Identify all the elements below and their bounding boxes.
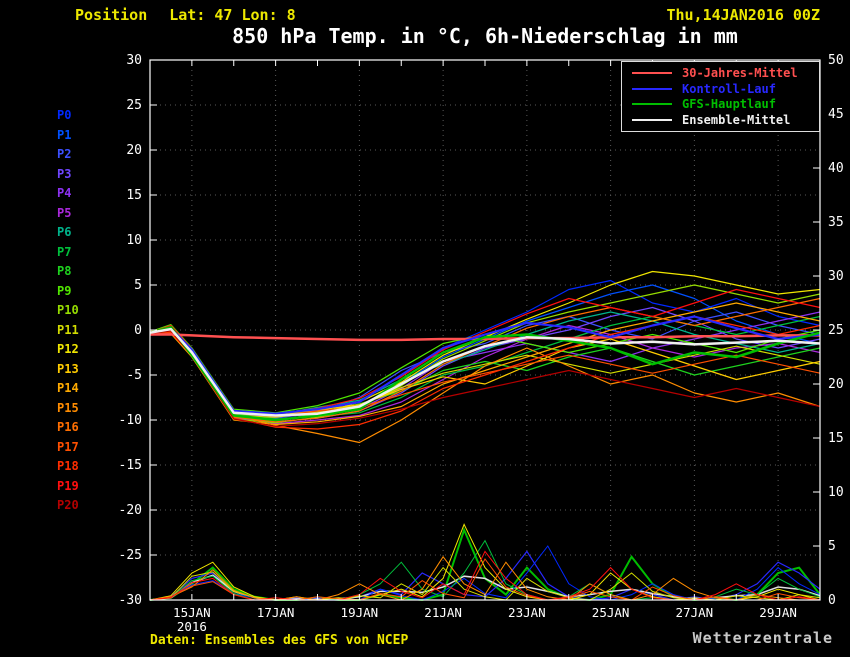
axis-tick-label: 0 (828, 593, 836, 608)
member-label-P0: P0 (57, 108, 72, 122)
legend-label: Ensemble-Mittel (682, 112, 791, 127)
legend-label: 30-Jahres-Mittel (682, 66, 798, 81)
temp-line-P20 (149, 330, 821, 427)
axis-tick-label: 45 (828, 107, 844, 122)
wetterzentrale-brand: Wetterzentrale (692, 629, 833, 647)
legend-line-swatch (632, 72, 672, 75)
axis-tick-label: 5 (828, 539, 836, 554)
member-label-P7: P7 (57, 244, 72, 259)
axis-tick-label: 29JAN (759, 605, 797, 620)
axis-tick-label: 15 (828, 431, 844, 446)
member-label-P2: P2 (57, 147, 72, 161)
member-label-P3: P3 (57, 166, 72, 181)
legend-label: Kontroll-Lauf (682, 81, 776, 96)
axis-tick-label: 10 (126, 233, 142, 248)
run-datetime: Thu,14JAN2016 00Z (666, 6, 820, 24)
legend-item: 30-Jahres-Mittel (632, 66, 809, 80)
member-label-P4: P4 (57, 186, 72, 200)
precip-line-P19 (149, 550, 821, 601)
position-header: Position Lat: 47 Lon: 8 (75, 6, 296, 24)
member-label-P16: P16 (57, 420, 79, 434)
axis-tick-label: 20 (828, 377, 844, 392)
axis-tick-label: 40 (828, 161, 844, 176)
precip-line-P7 (149, 539, 821, 601)
axis-tick-label: -20 (119, 503, 142, 518)
temp-line-30-Jahres-Mittel (150, 333, 820, 342)
axis-tick-label: 5 (134, 278, 142, 293)
member-label-P12: P12 (57, 342, 79, 356)
temp-line-GFS-Hauptlauf (149, 326, 821, 422)
member-label-P17: P17 (57, 439, 79, 454)
axis-tick-label: 15 (126, 188, 142, 203)
axis-tick-label: 19JAN (341, 605, 379, 620)
legend-line-swatch (632, 87, 672, 90)
axes: -30 -25 -20 -15 -10 -5 0 5 10 15 20 25 30 0 5 10 15 20 25 3… (119, 53, 844, 634)
axis-tick-label: 25 (126, 98, 142, 113)
data-source-note: Daten: Ensembles des GFS von NCEP (150, 633, 409, 648)
gridlines (150, 60, 820, 600)
temp-line-P16 (149, 297, 821, 423)
axis-tick-label: 35 (828, 215, 844, 230)
axis-tick-label: 10 (828, 485, 844, 500)
member-label-P11: P11 (57, 322, 79, 337)
chart-title: 850 hPa Temp. in °C, 6h-Niederschlag in … (232, 24, 738, 48)
temp-series (149, 270, 821, 444)
legend-label: GFS-Hauptlauf (682, 97, 776, 112)
axis-tick-label: 25 (828, 323, 844, 338)
precip-series (149, 523, 821, 602)
member-label-P9: P9 (57, 283, 72, 298)
axis-tick-label: 0 (134, 323, 142, 338)
member-label-P14: P14 (57, 381, 79, 395)
member-label-P19: P19 (57, 478, 79, 493)
position-label: Position (75, 6, 148, 24)
temp-line-P6 (149, 311, 821, 416)
legend-item: GFS-Hauptlauf (632, 97, 809, 111)
position-value: Lat: 47 Lon: 8 (169, 6, 296, 24)
axis-tick-label: 25JAN (592, 605, 630, 620)
axis-tick-label: 50 (828, 53, 844, 68)
legend-item: Kontroll-Lauf (632, 82, 809, 96)
legend: 30-Jahres-Mittel Kontroll-Lauf GFS-Hauptla… (621, 61, 820, 132)
member-label-P1: P1 (57, 127, 72, 142)
member-label-P6: P6 (57, 225, 72, 239)
member-label-P8: P8 (57, 264, 72, 278)
member-label-P10: P10 (57, 303, 79, 317)
axis-tick-label: 20 (126, 143, 142, 158)
temp-line-P10 (149, 284, 821, 424)
axis-tick-label: -30 (119, 593, 142, 608)
legend-item: Ensemble-Mittel (632, 113, 809, 127)
legend-line-swatch (632, 103, 672, 106)
axis-tick-label: -15 (119, 458, 142, 473)
axis-tick-label: 27JAN (676, 605, 714, 620)
axis-tick-label: -10 (119, 413, 142, 428)
axis-tick-label: 23JAN (508, 605, 546, 620)
temp-line-Ensemble-Mittel (149, 327, 821, 417)
member-label-P15: P15 (57, 400, 79, 415)
member-label-P13: P13 (57, 361, 79, 376)
axis-tick-label: -5 (126, 368, 142, 383)
precip-line-P12 (149, 523, 821, 601)
temp-line-P2 (149, 311, 821, 419)
axis-tick-label: 30 (828, 269, 844, 284)
member-label-P18: P18 (57, 459, 79, 473)
axis-tick-label: -25 (119, 548, 142, 563)
member-label-P20: P20 (57, 498, 79, 512)
member-label-P5: P5 (57, 205, 72, 220)
axis-tick-label: 17JAN (257, 605, 295, 620)
axis-tick-label: 15JAN (173, 605, 211, 620)
axis-tick-label: 2016 (177, 619, 207, 634)
legend-line-swatch (632, 118, 672, 121)
axis-tick-label: 30 (126, 53, 142, 68)
axis-tick-label: 21JAN (424, 605, 462, 620)
